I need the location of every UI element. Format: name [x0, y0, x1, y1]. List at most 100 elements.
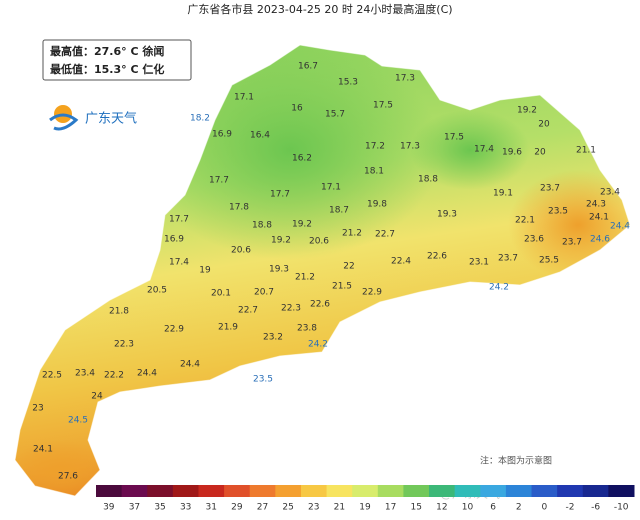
- station-label: 18.8: [252, 221, 272, 231]
- station-label: 17.5: [373, 101, 393, 111]
- station-label: 21.2: [342, 229, 362, 239]
- station-label: 17.7: [270, 190, 290, 200]
- station-label: 22.9: [362, 288, 382, 298]
- station-label: 22.1: [515, 216, 535, 226]
- station-label: 20.6: [231, 246, 251, 256]
- legend-swatch: [608, 485, 635, 497]
- legend-swatch: [582, 485, 609, 497]
- station-label: 24.1: [33, 445, 53, 455]
- legend-tick: -2: [565, 503, 574, 513]
- station-label: 15.3: [338, 78, 358, 88]
- legend-tick: 37: [129, 503, 140, 513]
- legend-swatch: [326, 485, 353, 497]
- station-label: 23.7: [562, 238, 582, 248]
- legend-swatch: [198, 485, 225, 497]
- station-label: 17.8: [229, 203, 249, 213]
- legend-tick: 25: [282, 503, 293, 513]
- station-label: 20.7: [254, 288, 274, 298]
- station-label: 24.4: [180, 360, 200, 370]
- legend-tick: 33: [180, 503, 191, 513]
- station-label: 22.2: [104, 371, 124, 381]
- station-label: 23: [32, 404, 43, 414]
- station-label: 18.8: [418, 175, 438, 185]
- station-label: 19.3: [437, 210, 457, 220]
- legend-tick: 27: [257, 503, 268, 513]
- legend-tick: -10: [614, 503, 629, 513]
- station-label: 23.5: [548, 207, 568, 217]
- station-label: 15.7: [325, 110, 345, 120]
- station-label: 20.5: [147, 286, 167, 296]
- station-label: 16.2: [292, 154, 312, 164]
- legend-swatch: [121, 485, 148, 497]
- legend-swatch: [352, 485, 379, 497]
- legend-tick: 0: [541, 503, 547, 513]
- station-label: 19.6: [502, 148, 522, 158]
- legend-swatch: [147, 485, 174, 497]
- station-label: 24: [91, 392, 103, 402]
- legend-swatch: [224, 485, 251, 497]
- station-label: 24.1: [589, 213, 609, 223]
- station-label: 24.5: [68, 416, 88, 426]
- station-label: 17.1: [321, 183, 341, 193]
- station-label: 19.1: [493, 189, 513, 199]
- legend-tick: 39: [103, 503, 115, 513]
- legend-swatch: [480, 485, 507, 497]
- station-label: 24.3: [586, 200, 606, 210]
- station-label: 24.4: [610, 222, 630, 232]
- max-line: 最高值：27.6° C 徐闻: [50, 44, 164, 58]
- legend-swatch: [454, 485, 481, 497]
- station-label: 22.4: [391, 257, 411, 267]
- legend: 39 37 35 33 31 29 27 25 23 21 19 17 15 12 10 6 2 0 -2 -6 -10: [96, 485, 635, 513]
- note: 注：本图为示意图: [480, 455, 552, 467]
- legend-swatch: [300, 485, 328, 497]
- station-label: 16.7: [298, 62, 318, 72]
- legend-tick: -6: [591, 503, 600, 513]
- station-label: 23.7: [540, 184, 560, 194]
- legend-swatch: [403, 485, 430, 497]
- legend-tick: 10: [462, 503, 474, 513]
- station-label: 20: [534, 148, 546, 158]
- station-label: 21.8: [109, 307, 129, 317]
- station-label: 19.3: [269, 265, 289, 275]
- station-label: 19.2: [517, 106, 537, 116]
- station-label: 21.2: [295, 273, 315, 283]
- station-label: 20.1: [211, 289, 231, 299]
- station-label: 22.5: [42, 371, 62, 381]
- station-label: 16.9: [212, 130, 232, 140]
- station-label: 25.5: [539, 256, 559, 266]
- station-label: 17.1: [234, 93, 254, 103]
- station-label: 17.4: [474, 145, 494, 155]
- legend-tick: 35: [154, 503, 165, 513]
- station-label: 23.7: [498, 254, 518, 264]
- station-label: 24.2: [489, 283, 509, 293]
- station-label: 23.1: [469, 258, 489, 268]
- legend-tick: 19: [359, 503, 371, 513]
- legend-swatch: [96, 485, 123, 497]
- station-label: 22.6: [427, 252, 447, 262]
- legend-tick: 2: [516, 503, 522, 513]
- legend-swatch: [249, 485, 276, 497]
- legend-swatch: [505, 485, 533, 497]
- legend-tick: 21: [334, 503, 345, 513]
- station-label: 23.5: [253, 375, 273, 385]
- legend-tick: 29: [231, 503, 243, 513]
- station-label: 22.7: [238, 306, 258, 316]
- station-label: 16.9: [164, 235, 184, 245]
- logo-text: 广东天气: [85, 111, 137, 127]
- station-label: 22.7: [375, 230, 395, 240]
- station-label: 24.4: [137, 369, 157, 379]
- station-label: 17.3: [400, 142, 420, 152]
- min-line: 最低值：15.3° C 仁化: [50, 62, 164, 76]
- station-label: 27.6: [58, 472, 78, 482]
- legend-tick: 6: [490, 503, 496, 513]
- station-label: 21.1: [576, 146, 596, 156]
- station-label: 24.2: [308, 340, 328, 350]
- station-label: 17.3: [395, 74, 415, 84]
- station-label: 19.2: [292, 220, 312, 230]
- legend-tick: 12: [436, 503, 447, 513]
- station-label: 23.2: [263, 333, 283, 343]
- station-label: 19: [199, 266, 211, 276]
- station-label: 17.7: [169, 215, 189, 225]
